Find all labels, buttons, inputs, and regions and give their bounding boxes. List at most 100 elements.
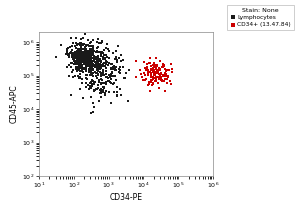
Lymphocytes — [95, 67, 100, 71]
Lymphocytes — [94, 60, 99, 64]
Lymphocytes — [101, 81, 106, 84]
Lymphocytes — [91, 46, 96, 49]
Lymphocytes — [89, 67, 94, 70]
Lymphocytes — [72, 53, 77, 56]
CD34+ (13.47.84) — [153, 63, 158, 66]
Lymphocytes — [84, 63, 89, 66]
CD34+ (13.47.84) — [157, 75, 162, 79]
Lymphocytes — [79, 63, 84, 66]
Lymphocytes — [113, 57, 118, 61]
Lymphocytes — [82, 57, 87, 61]
Lymphocytes — [115, 93, 120, 96]
Lymphocytes — [90, 51, 94, 54]
CD34+ (13.47.84) — [162, 71, 167, 74]
Lymphocytes — [89, 56, 94, 60]
Lymphocytes — [118, 59, 123, 63]
Lymphocytes — [102, 73, 106, 77]
Lymphocytes — [75, 65, 80, 69]
Lymphocytes — [84, 54, 89, 57]
Lymphocytes — [75, 58, 80, 61]
Lymphocytes — [79, 62, 84, 65]
Lymphocytes — [71, 53, 76, 56]
Lymphocytes — [106, 74, 111, 77]
Lymphocytes — [75, 42, 80, 45]
Lymphocytes — [89, 68, 94, 71]
Lymphocytes — [110, 71, 115, 74]
Lymphocytes — [93, 65, 98, 68]
Lymphocytes — [85, 55, 89, 58]
Lymphocytes — [89, 67, 94, 70]
Lymphocytes — [93, 80, 98, 83]
CD34+ (13.47.84) — [153, 73, 158, 76]
Lymphocytes — [101, 69, 106, 72]
CD34+ (13.47.84) — [161, 63, 166, 66]
Lymphocytes — [88, 67, 93, 70]
Lymphocytes — [78, 47, 82, 50]
Lymphocytes — [80, 66, 84, 70]
Lymphocytes — [94, 57, 98, 61]
Lymphocytes — [94, 59, 99, 62]
Lymphocytes — [116, 44, 120, 48]
Lymphocytes — [76, 58, 81, 61]
CD34+ (13.47.84) — [147, 80, 152, 84]
Lymphocytes — [83, 57, 88, 61]
Lymphocytes — [70, 49, 74, 52]
Lymphocytes — [75, 58, 80, 61]
CD34+ (13.47.84) — [160, 65, 165, 68]
Lymphocytes — [73, 66, 78, 69]
Lymphocytes — [90, 47, 95, 50]
Lymphocytes — [77, 51, 82, 54]
Lymphocytes — [82, 54, 87, 57]
Lymphocytes — [98, 65, 103, 68]
Lymphocytes — [92, 89, 97, 92]
Lymphocytes — [101, 86, 106, 90]
CD34+ (13.47.84) — [150, 81, 155, 85]
Lymphocytes — [85, 50, 89, 53]
Lymphocytes — [84, 60, 89, 63]
CD34+ (13.47.84) — [160, 78, 165, 82]
Lymphocytes — [71, 57, 76, 61]
Lymphocytes — [89, 111, 94, 114]
Lymphocytes — [95, 55, 100, 58]
Lymphocytes — [70, 55, 74, 58]
Lymphocytes — [88, 55, 93, 58]
CD34+ (13.47.84) — [150, 70, 155, 74]
Lymphocytes — [80, 71, 85, 74]
Lymphocytes — [85, 57, 90, 60]
Lymphocytes — [77, 76, 82, 79]
Lymphocytes — [83, 63, 88, 66]
Lymphocytes — [95, 38, 100, 41]
CD34+ (13.47.84) — [153, 68, 158, 71]
CD34+ (13.47.84) — [165, 75, 170, 78]
Lymphocytes — [84, 57, 89, 60]
Lymphocytes — [65, 54, 70, 57]
Lymphocytes — [87, 68, 92, 71]
Lymphocytes — [80, 77, 84, 80]
Lymphocytes — [106, 47, 110, 50]
Lymphocytes — [66, 52, 70, 55]
Lymphocytes — [89, 68, 94, 71]
Lymphocytes — [110, 68, 115, 71]
Lymphocytes — [88, 64, 92, 67]
Lymphocytes — [90, 60, 94, 63]
CD34+ (13.47.84) — [151, 67, 155, 70]
Lymphocytes — [87, 62, 92, 66]
CD34+ (13.47.84) — [161, 64, 166, 68]
Lymphocytes — [83, 45, 88, 48]
Lymphocytes — [106, 57, 111, 60]
CD34+ (13.47.84) — [152, 69, 156, 72]
Lymphocytes — [85, 64, 90, 67]
Lymphocytes — [84, 61, 89, 64]
CD34+ (13.47.84) — [147, 90, 152, 93]
Lymphocytes — [89, 73, 94, 76]
Lymphocytes — [87, 52, 92, 55]
Lymphocytes — [71, 51, 76, 54]
CD34+ (13.47.84) — [157, 73, 162, 77]
Lymphocytes — [91, 62, 96, 66]
Lymphocytes — [94, 50, 99, 53]
CD34+ (13.47.84) — [148, 81, 153, 84]
Lymphocytes — [82, 51, 87, 54]
Lymphocytes — [98, 82, 103, 85]
Lymphocytes — [90, 53, 95, 57]
CD34+ (13.47.84) — [153, 79, 158, 82]
